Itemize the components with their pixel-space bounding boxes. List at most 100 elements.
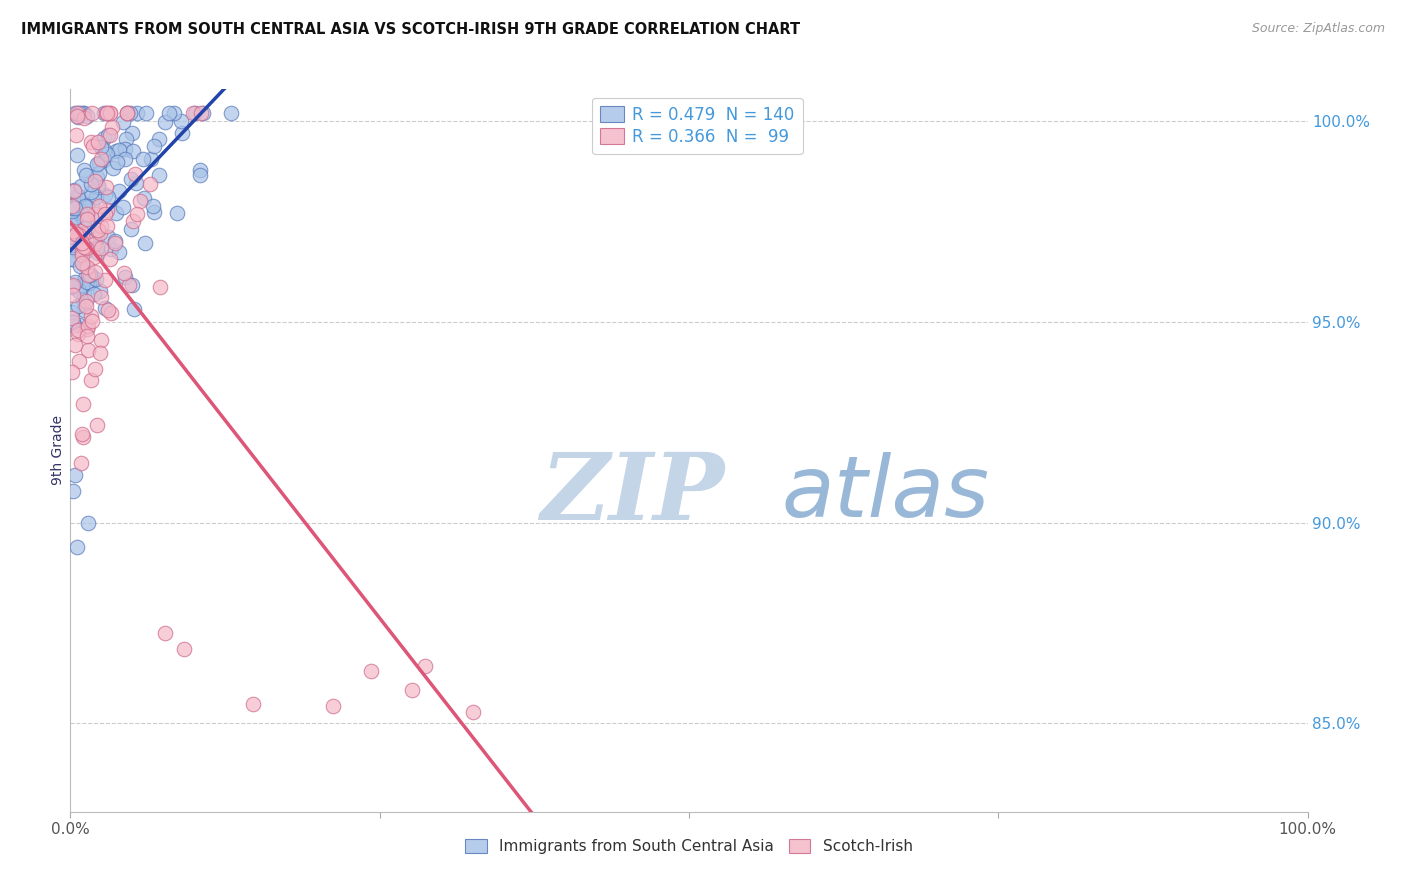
Point [72, 430, 94, 444]
Point [83, 237, 105, 252]
Point [141, 152, 163, 166]
Point [66, 194, 89, 208]
Point [93, 153, 115, 167]
Point [121, 213, 143, 227]
Point [80, 373, 103, 387]
Point [125, 106, 148, 120]
Point [96, 106, 118, 120]
Point [73, 240, 96, 254]
Text: Source: ZipAtlas.com: Source: ZipAtlas.com [1251, 22, 1385, 36]
Point [75, 240, 97, 254]
Point [62, 483, 84, 498]
Point [66, 148, 89, 162]
Point [65, 228, 87, 243]
Point [125, 176, 148, 190]
Point [117, 106, 139, 120]
Point [73, 244, 96, 259]
Point [89, 346, 111, 360]
Point [117, 106, 139, 120]
Point [122, 301, 145, 316]
Point [63, 218, 86, 232]
Point [76, 516, 98, 530]
Point [100, 120, 122, 134]
Point [63, 106, 86, 120]
Point [62, 230, 84, 244]
Point [66, 109, 89, 123]
Point [90, 140, 112, 154]
Point [80, 106, 103, 120]
Point [82, 314, 104, 328]
Point [94, 207, 117, 221]
Point [69, 456, 91, 470]
Point [188, 168, 211, 182]
Point [76, 207, 98, 221]
Point [65, 244, 87, 258]
Point [87, 199, 110, 213]
Point [153, 625, 176, 640]
Point [132, 191, 155, 205]
Point [96, 147, 118, 161]
Point [93, 273, 115, 287]
Point [69, 106, 91, 120]
Point [124, 167, 146, 181]
Point [70, 224, 93, 238]
Point [135, 106, 157, 120]
Point [114, 153, 136, 167]
Point [84, 361, 107, 376]
Point [117, 106, 139, 120]
Point [79, 267, 101, 281]
Point [60, 280, 83, 294]
Point [219, 106, 242, 120]
Point [98, 106, 121, 120]
Point [114, 132, 136, 146]
Point [96, 202, 118, 217]
Point [73, 111, 96, 125]
Point [82, 273, 104, 287]
Point [67, 318, 90, 332]
Point [143, 138, 166, 153]
Point [181, 106, 204, 120]
Point [66, 189, 89, 203]
Point [70, 179, 93, 194]
Point [94, 301, 117, 315]
Point [86, 157, 108, 171]
Point [128, 194, 150, 208]
Point [70, 277, 93, 292]
Point [72, 397, 94, 411]
Point [114, 143, 136, 157]
Point [72, 106, 94, 120]
Point [73, 163, 96, 178]
Point [142, 199, 165, 213]
Point [65, 106, 87, 120]
Point [90, 152, 112, 166]
Point [84, 207, 107, 221]
Point [62, 238, 84, 252]
Point [463, 705, 485, 719]
Point [86, 231, 108, 245]
Point [94, 188, 117, 202]
Point [104, 234, 127, 248]
Point [72, 208, 94, 222]
Point [120, 222, 142, 236]
Point [108, 185, 131, 199]
Point [98, 106, 121, 120]
Point [70, 248, 93, 262]
Point [93, 106, 115, 120]
Point [90, 333, 112, 347]
Point [67, 228, 90, 243]
Point [96, 230, 118, 244]
Legend: Immigrants from South Central Asia, Scotch-Irish: Immigrants from South Central Asia, Scot… [457, 831, 921, 862]
Point [79, 136, 101, 150]
Point [60, 314, 83, 328]
Point [73, 213, 96, 227]
Point [70, 208, 93, 222]
Point [73, 287, 96, 301]
Point [121, 277, 143, 292]
Point [100, 305, 122, 319]
Point [86, 169, 108, 184]
Point [63, 318, 86, 332]
Point [69, 259, 91, 273]
Point [70, 244, 93, 259]
Point [132, 152, 155, 166]
Point [72, 293, 94, 307]
